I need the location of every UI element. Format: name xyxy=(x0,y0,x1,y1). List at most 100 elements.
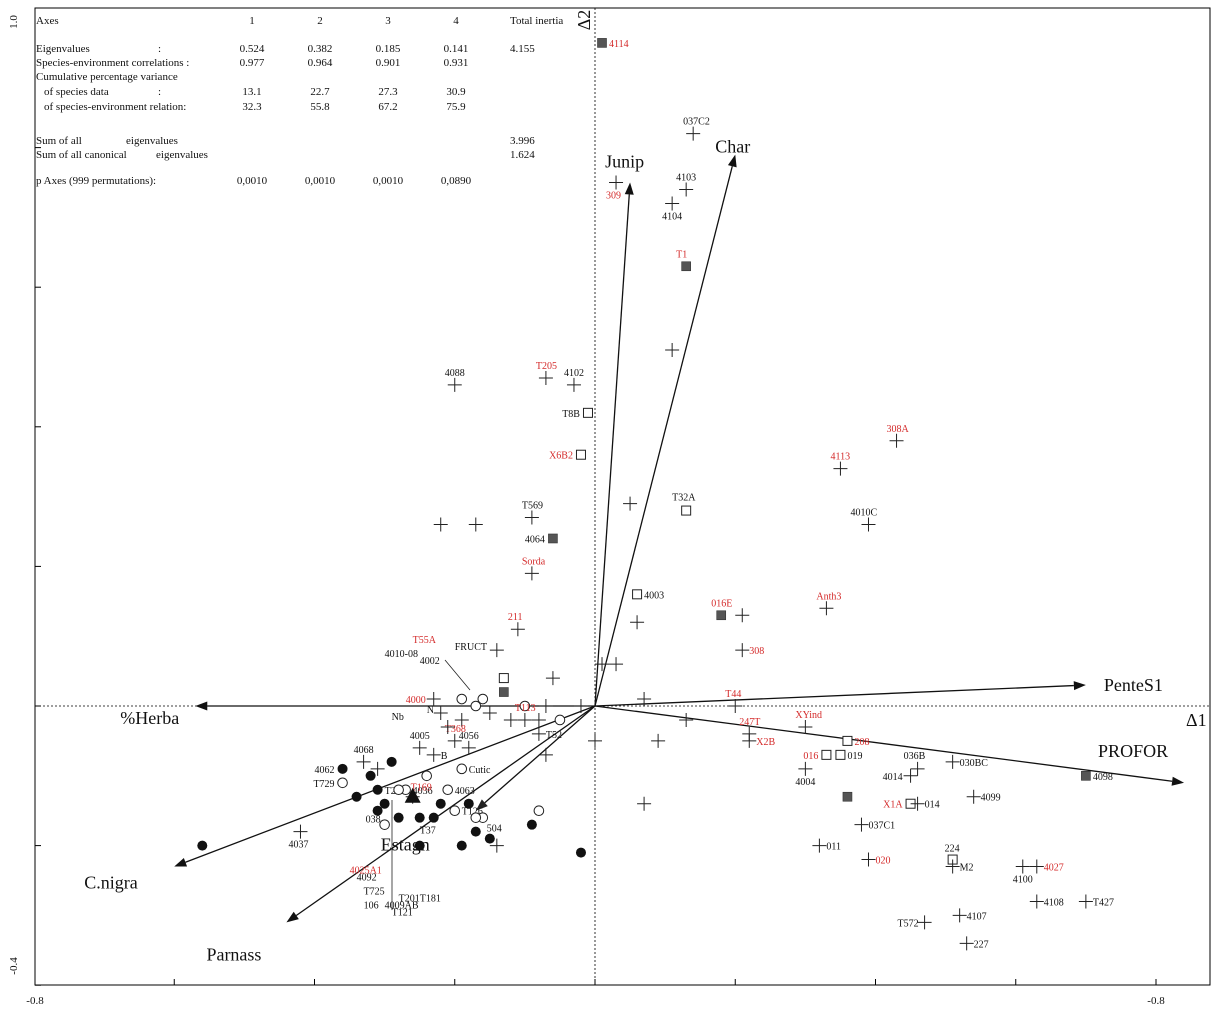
plot-frame: -0.8 -0.8 1.0 -0.4 Δ1 Δ2 xyxy=(8,7,1211,1007)
plus-marker xyxy=(1029,894,1044,909)
plus-marker xyxy=(573,699,588,713)
point-label: 036B xyxy=(904,751,926,762)
plus-marker xyxy=(468,517,483,532)
stats-table: Axes 1 2 3 4 Total inertia Eigenvalues: 0.524 0.… xyxy=(36,15,563,187)
filled-circle-marker xyxy=(414,840,425,851)
open-square-marker xyxy=(681,505,692,516)
open-square-marker xyxy=(498,673,509,684)
plus-marker xyxy=(819,601,834,616)
plus-marker xyxy=(833,461,848,476)
stats-row-label: of species data xyxy=(44,86,109,98)
stats-cell: 0,0890 xyxy=(441,175,472,187)
point-label: X2B xyxy=(756,737,775,748)
vector-arrowhead xyxy=(195,701,208,711)
point-label: 4108 xyxy=(1044,897,1064,908)
plus-marker xyxy=(630,615,645,630)
plus-marker xyxy=(728,699,743,713)
plus-marker xyxy=(412,740,427,755)
plus-marker xyxy=(798,761,813,776)
stats-row-label: p Axes (999 permutations): xyxy=(36,175,156,187)
plus-marker xyxy=(545,671,560,686)
plus-marker xyxy=(623,496,638,511)
stats-row-label: Sum of all xyxy=(36,135,82,147)
stats-row-label: Cumulative percentage variance xyxy=(36,71,178,83)
open-square-marker xyxy=(632,589,643,600)
stats-cell: 0,0010 xyxy=(305,175,336,187)
point-label: 4104 xyxy=(662,211,682,222)
stats-cell: 0,0010 xyxy=(237,175,268,187)
point-label: T37 xyxy=(420,826,436,837)
point-label: 4107 xyxy=(967,911,987,922)
plus-marker xyxy=(482,705,497,720)
point-label: T368 xyxy=(445,724,466,735)
vector-line xyxy=(594,194,630,707)
vector-label: PROFOR xyxy=(1098,741,1168,761)
point-label: B xyxy=(441,751,448,762)
vector-arrowhead xyxy=(174,858,188,867)
stats-cell: 0.185 xyxy=(376,43,401,55)
filled-circle-marker xyxy=(575,847,586,858)
plus-marker xyxy=(679,712,694,727)
plus-marker xyxy=(489,643,504,658)
plus-marker xyxy=(959,936,974,951)
filled-circle-marker xyxy=(393,812,404,823)
open-circle-marker xyxy=(442,784,454,796)
point-label: 4114 xyxy=(609,39,629,50)
y-axis-label: Δ2 xyxy=(574,10,594,31)
point-label: M2 xyxy=(960,863,974,874)
point-label: 4004 xyxy=(795,777,815,788)
stats-cell: 0.524 xyxy=(240,43,265,55)
plus-marker xyxy=(524,510,539,525)
stats-row-label: of species-environment relation: xyxy=(44,101,186,113)
point-label: T8B xyxy=(562,409,580,420)
stats-cell: 0.977 xyxy=(240,57,265,69)
sample-points: 4114 037C2 309 4103 4104 T1 4088 T205 4102 T8B X6B… xyxy=(197,38,1114,950)
plus-marker xyxy=(566,377,581,392)
point-label: 4113 xyxy=(830,452,850,463)
filled-circle-marker xyxy=(456,840,467,851)
plus-marker xyxy=(524,566,539,581)
plus-marker xyxy=(356,754,371,769)
plus-marker xyxy=(426,747,441,762)
filled-circle-marker xyxy=(484,833,495,844)
open-circle-marker xyxy=(470,700,482,712)
stats-header: Axes xyxy=(36,15,59,27)
stats-cell: 13.1 xyxy=(242,86,261,98)
vector-arrowhead xyxy=(727,154,737,168)
filled-circle-marker xyxy=(386,756,397,767)
plus-marker xyxy=(609,657,624,672)
open-circle-marker xyxy=(477,693,489,705)
open-circle-marker xyxy=(519,700,531,712)
point-label: 504 xyxy=(487,824,502,835)
filled-circle-marker xyxy=(351,791,362,802)
vector-arrowhead xyxy=(624,182,634,195)
point-label: 014 xyxy=(925,800,940,811)
stats-row-sep: eigenvalues xyxy=(156,149,208,161)
point-label: T169 xyxy=(411,783,432,794)
plus-marker xyxy=(861,517,876,532)
plus-marker xyxy=(637,692,652,707)
plus-marker xyxy=(917,915,932,930)
plus-marker xyxy=(679,182,694,197)
stats-row-sep: : xyxy=(158,43,161,55)
x-axis-label: Δ1 xyxy=(1186,710,1207,730)
plus-marker xyxy=(510,622,525,637)
point-label: T729 xyxy=(313,779,334,790)
point-label: 208 xyxy=(854,737,869,748)
plus-marker xyxy=(665,343,680,358)
vector-line xyxy=(594,684,1074,707)
filled-circle-marker xyxy=(372,784,383,795)
plus-marker xyxy=(945,754,960,769)
stats-row-label: Eigenvalues xyxy=(36,43,90,55)
annotation-label: T201T181 xyxy=(399,893,441,904)
vector-label: Junip xyxy=(605,152,644,172)
vector-label: Char xyxy=(715,137,750,157)
filled-circle-marker xyxy=(435,798,446,809)
stats-header: 2 xyxy=(317,15,323,27)
vector-label: PenteS1 xyxy=(1104,675,1163,695)
point-label: 4099 xyxy=(981,793,1001,804)
open-circle-marker xyxy=(449,805,461,817)
plus-marker xyxy=(1078,894,1093,909)
point-label: T572 xyxy=(897,918,918,929)
point-label: 016E xyxy=(711,598,732,609)
